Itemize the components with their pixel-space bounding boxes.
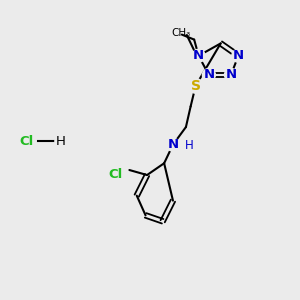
Circle shape xyxy=(18,132,36,150)
Circle shape xyxy=(184,140,195,151)
Text: N: N xyxy=(225,68,236,81)
Circle shape xyxy=(188,78,203,93)
Text: S: S xyxy=(190,79,201,93)
Text: H: H xyxy=(185,139,194,152)
Circle shape xyxy=(55,136,65,146)
Circle shape xyxy=(106,165,124,183)
Circle shape xyxy=(224,68,238,81)
Text: N: N xyxy=(193,49,204,62)
Circle shape xyxy=(232,49,245,62)
Text: H: H xyxy=(55,135,65,148)
Text: N: N xyxy=(233,49,244,62)
Text: N: N xyxy=(203,68,214,81)
Circle shape xyxy=(192,49,205,62)
Text: Cl: Cl xyxy=(108,168,122,181)
Circle shape xyxy=(202,68,215,81)
Circle shape xyxy=(167,138,179,151)
Text: CH₃: CH₃ xyxy=(171,28,190,38)
Text: N: N xyxy=(167,138,178,151)
Text: Cl: Cl xyxy=(20,135,34,148)
